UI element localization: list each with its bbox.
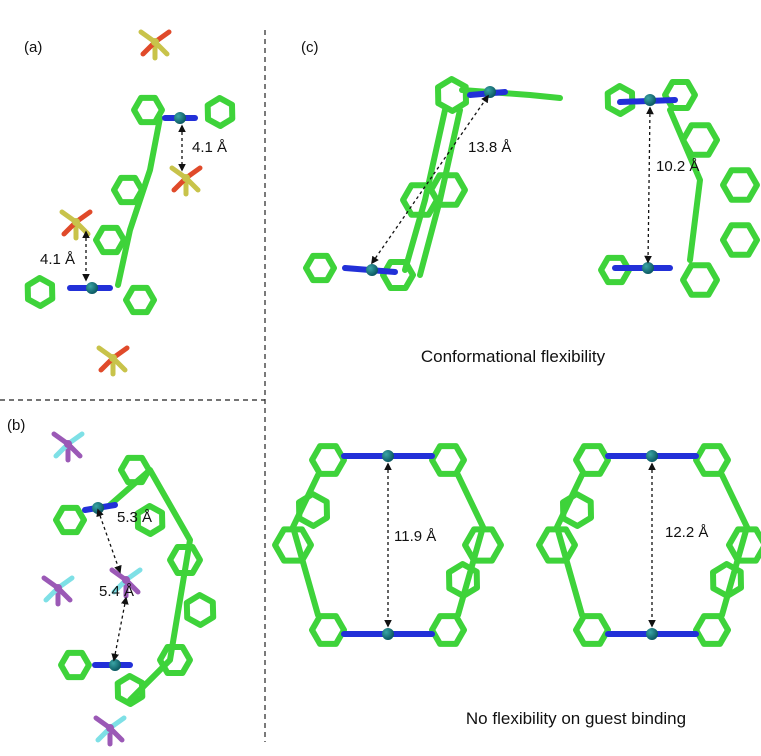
distance-label: 11.9 Å <box>394 528 436 545</box>
ring <box>383 262 413 288</box>
distance-label: 4.1 Å <box>40 251 75 268</box>
ring <box>61 653 89 677</box>
metal-atom <box>174 112 186 124</box>
ring <box>576 446 608 474</box>
anion-atom <box>72 218 80 226</box>
metal-atom <box>484 86 496 98</box>
ring <box>306 256 334 280</box>
ring <box>312 616 344 644</box>
anion-atom <box>54 584 62 592</box>
panel-label: (b) <box>7 417 25 434</box>
ring <box>438 79 466 111</box>
caption: Conformational flexibility <box>421 347 606 366</box>
ring <box>576 616 608 644</box>
metal-atom <box>382 450 394 462</box>
figure: (a) (b) (c) 4.1 Å 4.1 Å 5.3 Å 5.4 Å 13.8… <box>0 0 761 756</box>
ring <box>187 595 213 625</box>
metal-atom <box>86 282 98 294</box>
metal-atom <box>366 264 378 276</box>
ring <box>683 265 717 294</box>
anion-atom <box>182 174 190 182</box>
ring <box>208 98 233 126</box>
metal-atom <box>382 628 394 640</box>
anion-atom <box>109 354 117 362</box>
anion-atom <box>151 38 159 46</box>
ring <box>96 228 124 252</box>
ring <box>696 616 728 644</box>
distance-arrows <box>86 96 652 660</box>
distance-label: 4.1 Å <box>192 139 227 156</box>
metal-atom <box>92 502 104 514</box>
ring <box>431 175 465 204</box>
ring <box>312 446 344 474</box>
metal-atom <box>644 94 656 106</box>
ring <box>126 288 154 312</box>
ring <box>114 178 142 202</box>
metal-atom <box>642 262 654 274</box>
distance-label: 12.2 Å <box>665 524 708 541</box>
ring <box>696 446 728 474</box>
anion-atom <box>106 724 114 732</box>
ring <box>432 616 464 644</box>
ring <box>56 508 84 532</box>
ring <box>665 82 695 108</box>
distance-label: 5.4 Å <box>99 583 134 600</box>
anion-atom <box>64 440 72 448</box>
panel-label: (a) <box>24 39 42 56</box>
panel-label: (c) <box>301 39 319 56</box>
ring <box>28 278 53 306</box>
distance-label: 13.8 Å <box>468 139 511 156</box>
distance-label: 10.2 Å <box>656 158 699 175</box>
metal-atom <box>646 628 658 640</box>
metal-atom <box>109 659 121 671</box>
ring <box>723 170 757 199</box>
caption: No flexibility on guest binding <box>466 709 686 728</box>
ring <box>432 446 464 474</box>
distance-label: 5.3 Å <box>117 509 152 526</box>
metal-atom <box>646 450 658 462</box>
ring <box>723 225 757 254</box>
molecule-art <box>28 32 761 744</box>
